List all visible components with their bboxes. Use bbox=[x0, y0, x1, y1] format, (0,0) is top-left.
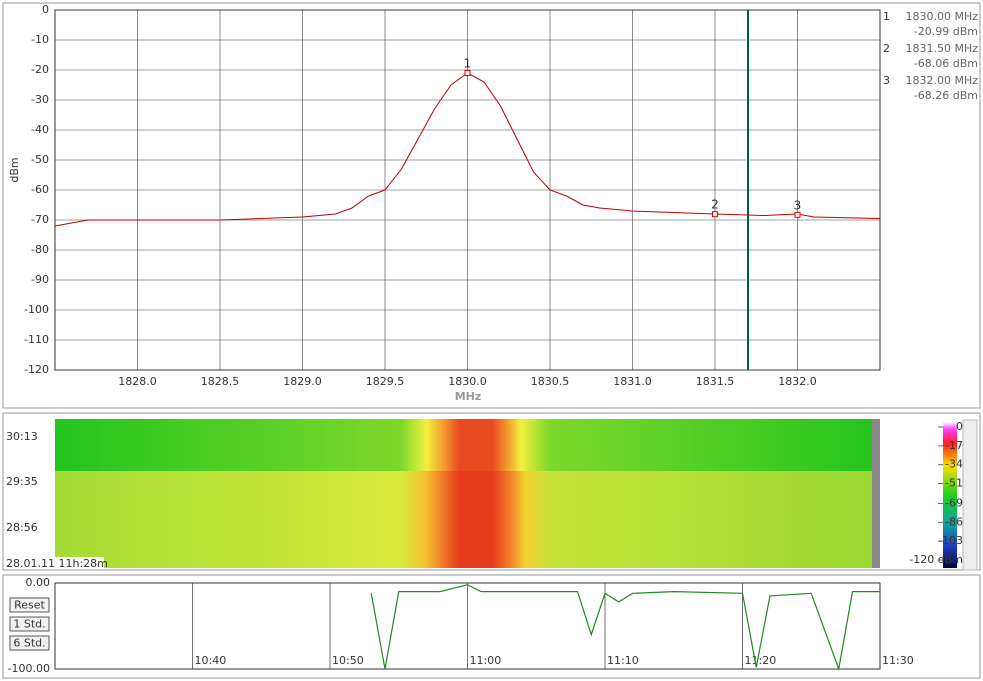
button-label[interactable]: 1 Std. bbox=[13, 618, 45, 631]
readout-frequency: 1830.00 MHz bbox=[905, 10, 978, 23]
x-tick-label: 1828.5 bbox=[201, 375, 240, 388]
colorbar-label: -51 bbox=[945, 477, 963, 490]
y-tick-label: -110 bbox=[24, 333, 49, 346]
x-tick-label: 1829.5 bbox=[366, 375, 405, 388]
marker bbox=[794, 211, 801, 218]
y-tick-label: -80 bbox=[31, 243, 49, 256]
readout-id: 1 bbox=[883, 10, 890, 23]
marker bbox=[464, 69, 471, 76]
y-tick-label: -40 bbox=[31, 123, 49, 136]
time-label: 28:56 bbox=[6, 521, 38, 534]
colorbar-label: -103 bbox=[938, 534, 963, 547]
time-label: 29:35 bbox=[6, 475, 38, 488]
x-tick-label: 11:20 bbox=[745, 654, 777, 667]
waterfall-edge bbox=[872, 419, 880, 568]
button[interactable] bbox=[9, 597, 50, 613]
button[interactable] bbox=[9, 635, 50, 651]
colorbar-label: -17 bbox=[945, 439, 963, 452]
spectrum-trace bbox=[54, 72, 881, 227]
y-tick-label: 0.00 bbox=[26, 576, 51, 589]
waterfall-history bbox=[55, 471, 880, 568]
x-tick-label: 1831.0 bbox=[613, 375, 652, 388]
button-label[interactable]: Reset bbox=[14, 599, 45, 612]
y-tick-label: -70 bbox=[31, 213, 49, 226]
y-tick-label: -100.00 bbox=[8, 662, 50, 675]
button[interactable] bbox=[9, 616, 50, 632]
y-tick-label: -10 bbox=[31, 33, 49, 46]
x-tick-label: 1829.0 bbox=[283, 375, 322, 388]
y-tick-label: -60 bbox=[31, 183, 49, 196]
x-tick-label: 1832.0 bbox=[778, 375, 817, 388]
x-tick-label: 11:30 bbox=[882, 654, 914, 667]
y-tick-label: -50 bbox=[31, 153, 49, 166]
x-tick-label: 11:00 bbox=[470, 654, 502, 667]
timestamp-bg bbox=[4, 557, 104, 569]
colorbar-label: -69 bbox=[945, 496, 963, 509]
y-tick-label: -90 bbox=[31, 273, 49, 286]
y-tick-label: -100 bbox=[24, 303, 49, 316]
readout-level: -68.26 dBm bbox=[914, 89, 978, 102]
readout-frequency: 1831.50 MHz bbox=[905, 42, 978, 55]
marker-label: 1 bbox=[464, 56, 472, 70]
time-label: 30:13 bbox=[6, 430, 38, 443]
x-tick-label: 1830.5 bbox=[531, 375, 570, 388]
y-tick-label: 0 bbox=[42, 3, 49, 16]
x-tick-label: 1830.0 bbox=[448, 375, 487, 388]
x-tick-label: 10:50 bbox=[332, 654, 364, 667]
colorbar-label: -120 dBm bbox=[909, 553, 963, 566]
y-tick-label: -120 bbox=[24, 363, 49, 376]
x-tick-label: 1828.0 bbox=[118, 375, 157, 388]
readout-id: 3 bbox=[883, 74, 890, 87]
marker-label: 3 bbox=[794, 198, 802, 212]
history-trace bbox=[370, 584, 880, 672]
marker bbox=[712, 211, 718, 218]
readout-frequency: 1832.00 MHz bbox=[905, 74, 978, 87]
y-axis-label: dBm bbox=[8, 157, 21, 182]
readout-id: 2 bbox=[883, 42, 890, 55]
x-axis-label: MHz bbox=[455, 390, 482, 403]
colorbar-label: 0 bbox=[956, 420, 963, 433]
y-tick-label: -30 bbox=[31, 93, 49, 106]
colorbar-label: -86 bbox=[945, 515, 963, 528]
scrollbar bbox=[962, 419, 978, 571]
y-tick-label: -20 bbox=[31, 63, 49, 76]
button-label[interactable]: 6 Std. bbox=[13, 637, 45, 650]
x-tick-label: 1831.5 bbox=[696, 375, 735, 388]
x-tick-label: 11:10 bbox=[607, 654, 639, 667]
colorbar-label: -34 bbox=[945, 458, 963, 471]
x-tick-label: 10:40 bbox=[195, 654, 227, 667]
timestamp: 28.01.11 11h:28m bbox=[6, 557, 108, 570]
colorbar bbox=[943, 422, 957, 568]
waterfall-recent bbox=[55, 419, 880, 471]
readout-level: -20.99 dBm bbox=[914, 25, 978, 38]
readout-level: -68.06 dBm bbox=[914, 57, 978, 70]
marker-label: 2 bbox=[711, 198, 719, 212]
